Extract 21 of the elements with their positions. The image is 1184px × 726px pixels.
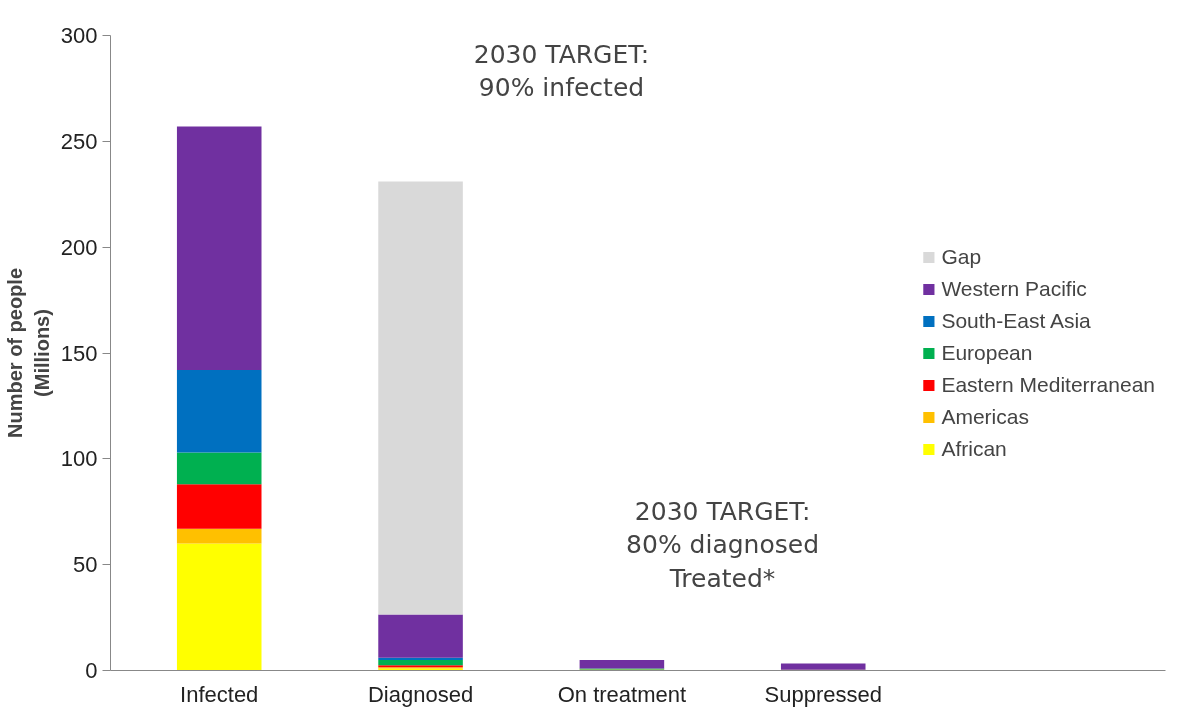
legend-label: Gap [941,244,982,269]
legend-label: European [941,340,1033,365]
y-axis-title: Number of people (Millions) [4,267,53,438]
annotation: 2030 TARGET: 80% diagnosed Treated* [626,496,820,593]
legend-label: Americas [941,404,1029,429]
y-tick-label: 0 [85,658,98,683]
legend-label: Eastern Mediterranean [941,372,1155,397]
legend-label: Western Pacific [941,276,1087,301]
legend-label: African [941,436,1007,461]
y-tick-label: 50 [73,552,98,578]
y-tick-label: 300 [60,23,98,48]
x-tick-label: On treatment [557,681,687,707]
x-tick-label: Diagnosed [367,681,474,707]
x-tick-label: Suppressed [764,681,882,707]
annotation: 2030 TARGET: 90% infected [473,39,650,103]
y-tick-label: 250 [60,128,98,154]
y-tick-label: 200 [60,234,98,260]
legend-label: South-East Asia [941,308,1091,333]
y-tick-label: 150 [60,340,98,366]
x-tick-label: Infected [180,681,259,707]
y-tick-label: 100 [60,446,98,472]
